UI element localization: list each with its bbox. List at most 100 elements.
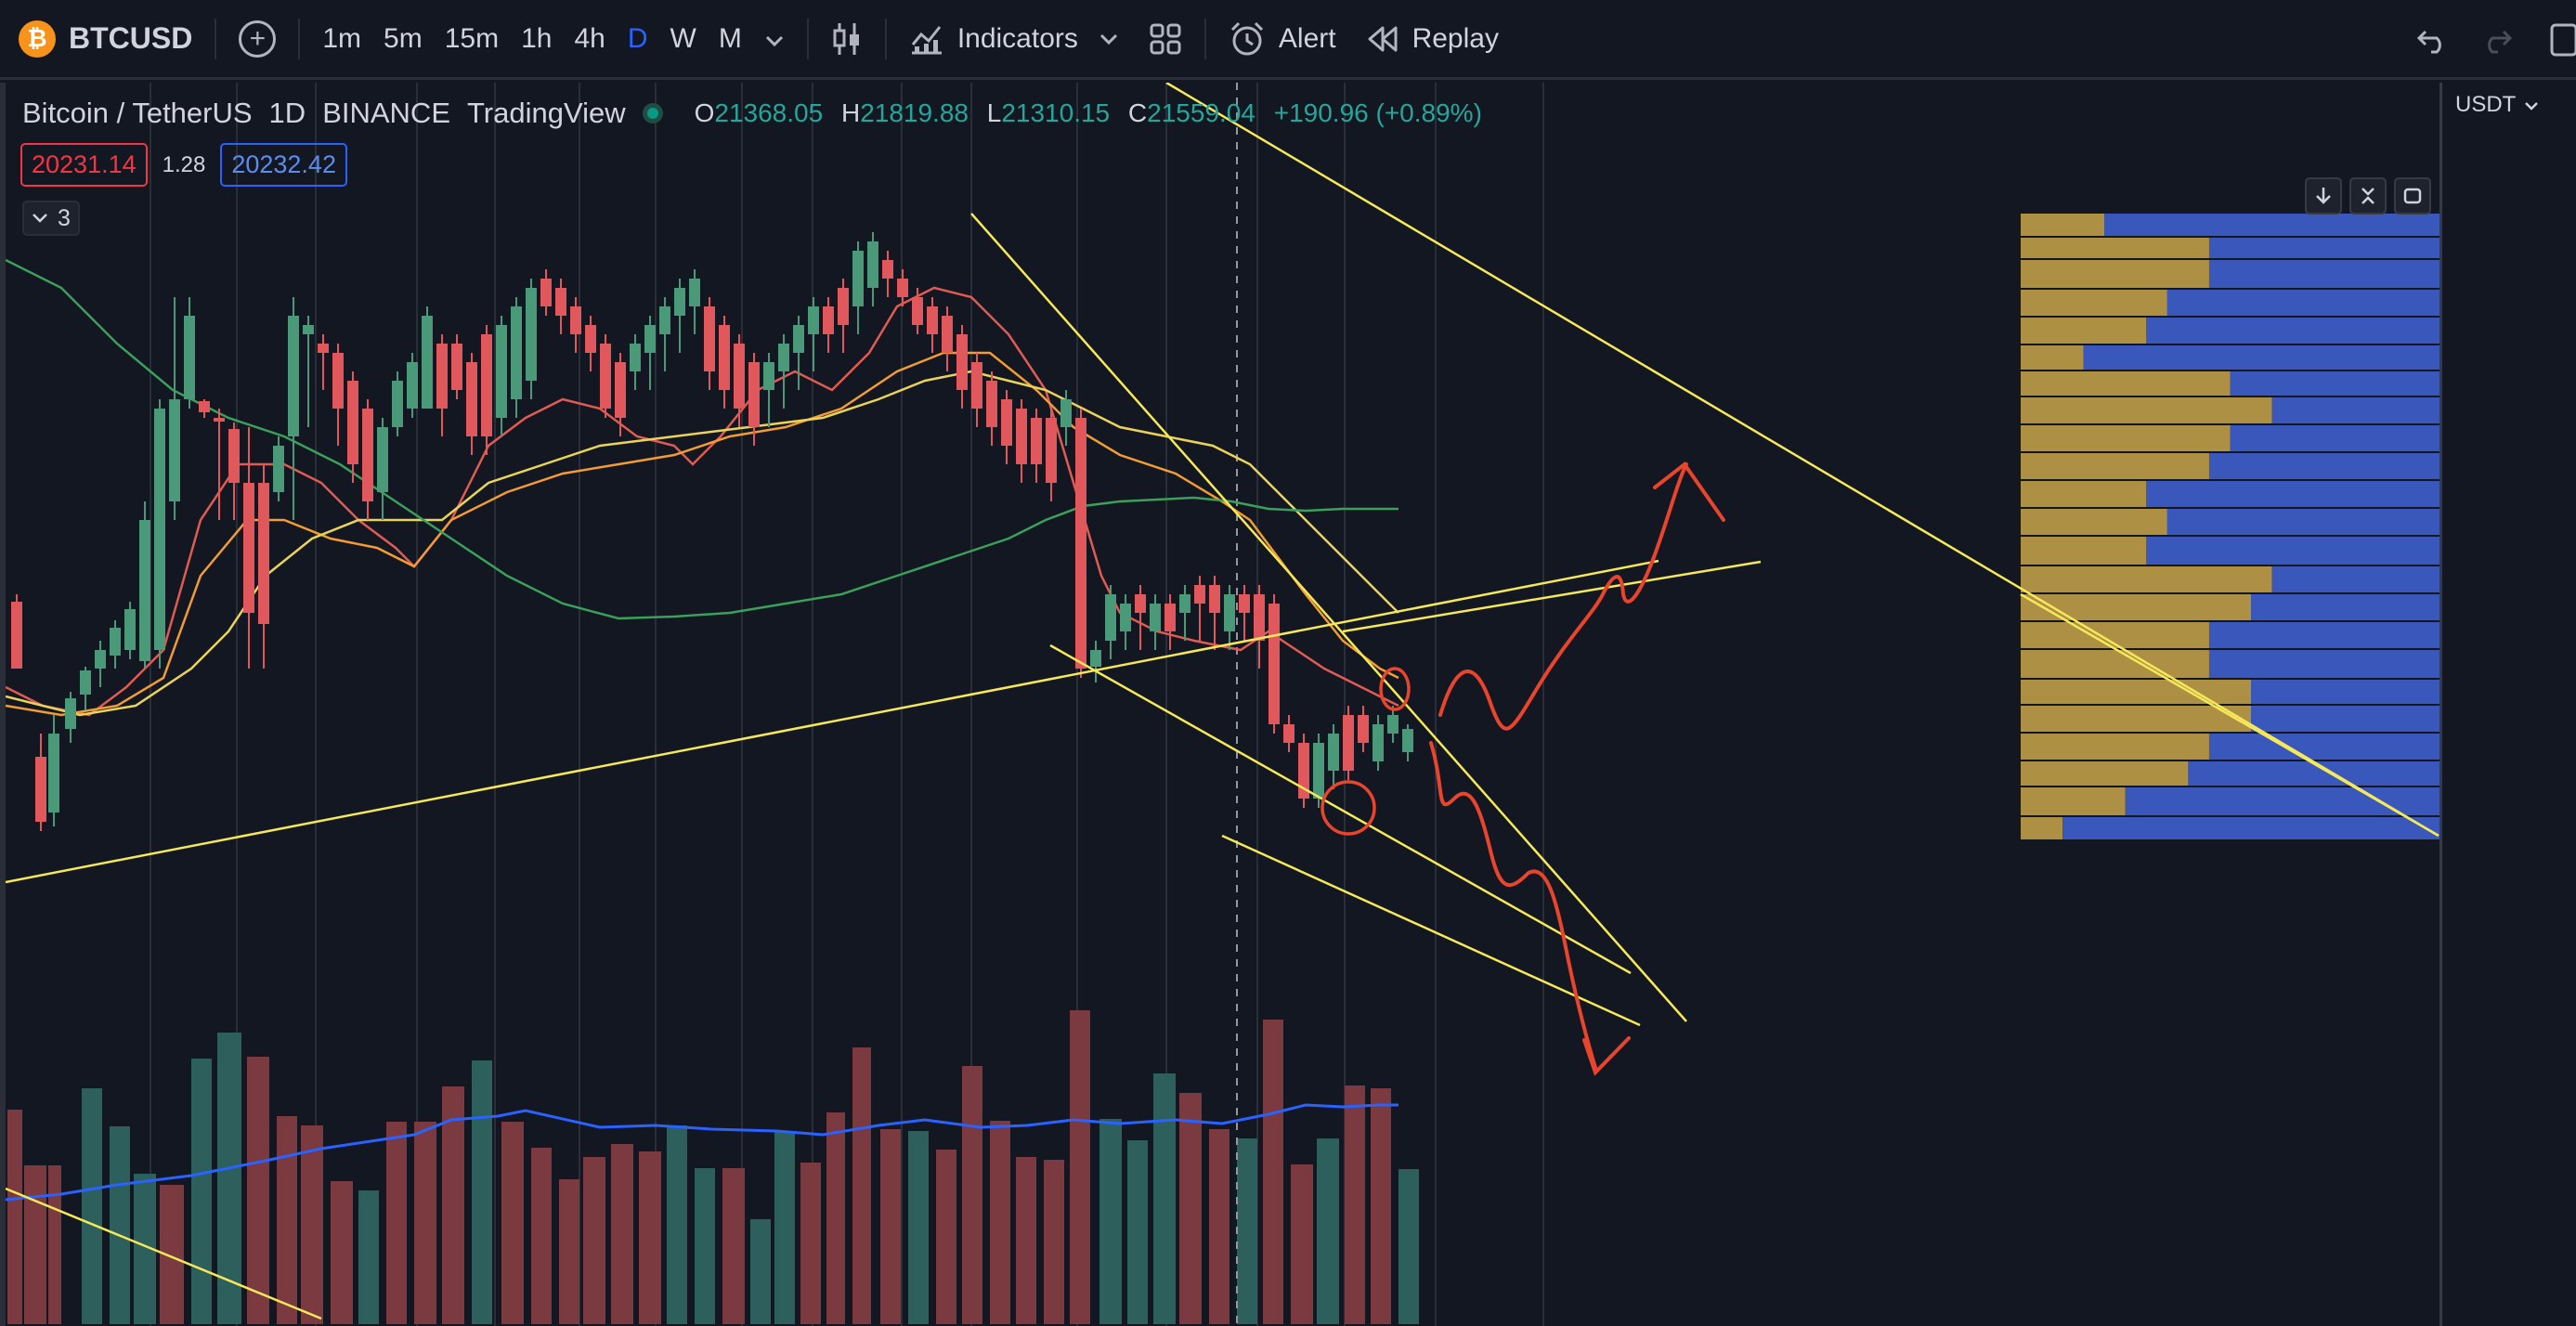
chart-canvas[interactable]: BTCUSDT — [6, 83, 2439, 1326]
profile-buy-volume — [2208, 260, 2439, 288]
buy-price[interactable]: 20232.42 — [220, 143, 347, 187]
candle-body — [95, 650, 106, 669]
indicators-button[interactable]: Indicators — [894, 0, 1134, 79]
indicators-icon — [911, 25, 942, 54]
candle-body — [615, 362, 626, 418]
candle-body — [912, 297, 923, 325]
volume-bar — [48, 1165, 61, 1324]
chevron-down-icon — [33, 214, 47, 223]
profile-sell-volume — [2021, 371, 2231, 396]
timeframe-1m[interactable]: 1m — [322, 22, 362, 54]
volume-bar — [331, 1181, 353, 1324]
candle-body — [1343, 715, 1354, 771]
candle-body — [942, 316, 953, 353]
timeframe-d[interactable]: D — [627, 22, 648, 54]
candle-body — [1254, 594, 1265, 641]
volume-bar — [531, 1148, 552, 1324]
compare-button[interactable]: + — [224, 0, 291, 79]
undo-button[interactable] — [2401, 0, 2465, 80]
trend-line — [2020, 592, 2439, 838]
profile-sell-volume — [2021, 425, 2231, 451]
profile-buy-volume — [2208, 453, 2439, 479]
timeframe-dropdown[interactable] — [753, 23, 796, 55]
profile-buy-volume — [2188, 761, 2439, 786]
trend-line — [1221, 834, 1641, 1027]
change-value: +190.96 (+0.89%) — [1273, 98, 1482, 127]
candle-body — [243, 483, 254, 613]
volume-bar — [639, 1151, 661, 1324]
candle-body — [823, 306, 834, 334]
close-label: C — [1127, 98, 1148, 127]
candle-body — [793, 325, 804, 353]
volume-ma-line — [6, 1103, 1399, 1202]
profile-buy-volume — [2146, 318, 2439, 344]
profile-buy-volume — [2208, 622, 2439, 648]
timeframe-5m[interactable]: 5m — [384, 22, 423, 54]
volume-bar — [82, 1088, 102, 1324]
volume-bar — [908, 1131, 929, 1324]
volume-moving-average — [6, 1103, 1399, 1202]
candle-body — [1031, 418, 1042, 464]
chevron-down-icon — [765, 35, 783, 46]
chevron-down-icon — [1099, 33, 1117, 45]
candle-body — [48, 734, 59, 812]
alarm-clock-icon — [1230, 21, 1263, 55]
profile-buy-volume — [2251, 594, 2439, 620]
volume-bar — [24, 1165, 46, 1324]
timeframe-w[interactable]: W — [670, 22, 696, 54]
volume-bar — [774, 1131, 795, 1324]
price-scale[interactable]: USDT23262.3820789.7118913.6117664.882023… — [2439, 83, 2576, 1326]
timeframe-15m[interactable]: 15m — [444, 22, 500, 54]
collapse-button[interactable] — [2349, 177, 2387, 214]
candle-body — [80, 670, 91, 695]
profile-sell-volume — [2021, 817, 2063, 839]
candle-body — [199, 401, 210, 412]
volume-profile — [2021, 214, 2439, 839]
candle-body — [318, 344, 329, 353]
candle-body — [734, 344, 745, 409]
profile-buy-volume — [2271, 566, 2439, 592]
candle-body — [1402, 729, 1413, 752]
indicators-toggle[interactable]: 3 — [22, 201, 80, 236]
replay-button[interactable]: Replay — [1351, 0, 1514, 79]
candle-body — [288, 316, 299, 436]
candle-body — [154, 409, 165, 650]
price-scale-canvas[interactable]: USDT23262.3820789.7118913.6117664.882023… — [2442, 83, 2576, 1326]
volume-bar — [826, 1112, 845, 1324]
legend-pair[interactable]: Bitcoin / TetherUS — [22, 97, 253, 129]
volume-bar — [414, 1122, 436, 1324]
candles-icon — [833, 22, 859, 55]
volume-bar — [1317, 1138, 1339, 1324]
profile-sell-volume — [2021, 397, 2272, 423]
scroll-down-button[interactable] — [2305, 177, 2342, 214]
volume-bar — [962, 1066, 982, 1324]
templates-button[interactable] — [1134, 0, 1197, 79]
timeframe-4h[interactable]: 4h — [574, 22, 605, 54]
sell-price[interactable]: 20231.14 — [20, 143, 148, 187]
fullscreen-button[interactable] — [2528, 0, 2576, 80]
candle-body — [169, 399, 180, 501]
chart-pane[interactable]: BTCUSDT — [0, 83, 2439, 1326]
timeframe-m[interactable]: M — [718, 22, 742, 54]
ma-long-green — [6, 258, 1399, 620]
volume-bar — [559, 1179, 579, 1324]
undo-icon — [2416, 30, 2441, 54]
redo-button[interactable] — [2465, 0, 2528, 80]
candle-body — [362, 409, 373, 501]
hand-drawn-annotations — [1321, 462, 1725, 1076]
timeframe-1h[interactable]: 1h — [521, 22, 553, 54]
profile-sell-volume — [2021, 734, 2209, 760]
profile-sell-volume — [2021, 453, 2209, 479]
volume-bar — [800, 1163, 821, 1324]
low-value: 21310.15 — [1001, 98, 1111, 127]
volume-bars — [7, 1010, 1419, 1324]
maximize-icon — [2403, 188, 2422, 204]
bullish-path-arrow — [1438, 462, 1688, 731]
maximize-button[interactable] — [2394, 177, 2431, 214]
alert-button[interactable]: Alert — [1214, 0, 1351, 79]
chart-type-button[interactable] — [816, 0, 878, 79]
volume-bar — [217, 1033, 241, 1324]
profile-buy-volume — [2125, 787, 2439, 815]
symbol-search[interactable]: ₿ BTCUSD — [0, 0, 207, 79]
chart-legend: Bitcoin / TetherUS 1D BINANCE TradingVie… — [22, 97, 1493, 130]
